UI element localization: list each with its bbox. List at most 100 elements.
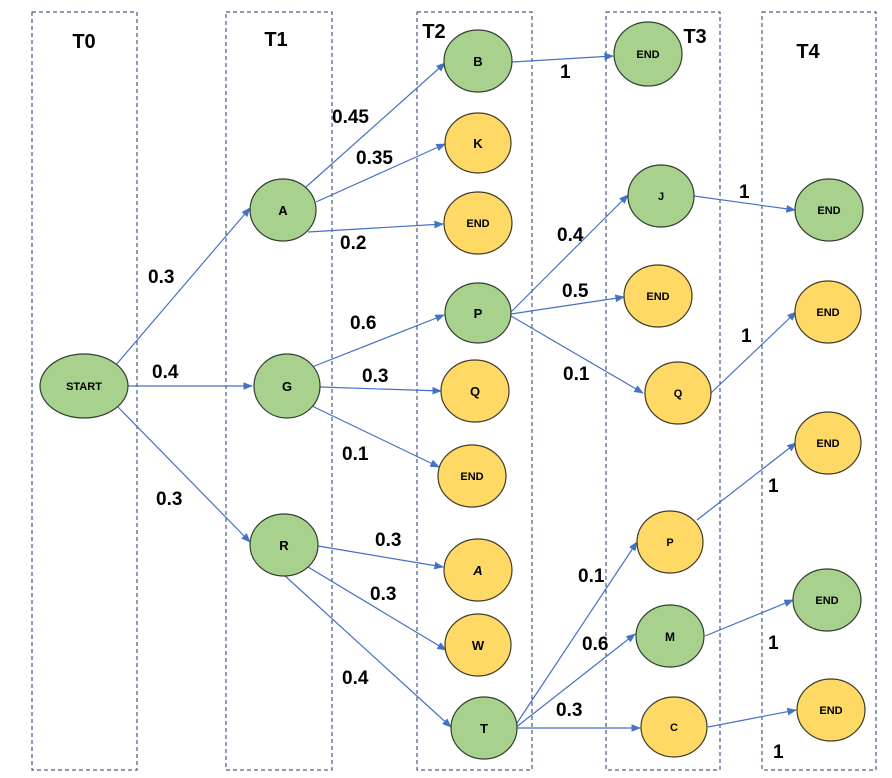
edge-t-to-p (514, 541, 638, 727)
edge-p-to-end (510, 294, 625, 315)
node-label-t3-j: J (658, 191, 664, 203)
column-frame-t4 (761, 11, 877, 771)
node-t3-j[interactable]: J (627, 164, 695, 228)
node-label-t2-w: W (472, 638, 485, 653)
node-label-t1-g: G (282, 379, 292, 394)
edge-label-r-to-t: 0.4 (342, 668, 369, 689)
edge-label-a-to-b: 0.45 (332, 107, 369, 128)
node-t2-end-g[interactable]: END (437, 444, 507, 508)
node-label-t2-end-g: END (460, 471, 483, 483)
node-t2-t[interactable]: T (450, 696, 518, 760)
column-frame-t1 (225, 11, 333, 771)
edge-labels: 0.3 0.4 0.3 0.45 0.35 0.2 0.6 0.3 0.1 0.… (148, 62, 784, 763)
edge-r-to-w (307, 566, 447, 651)
node-t1-r[interactable]: R (249, 513, 319, 577)
edge-label-start-to-a: 0.3 (148, 267, 174, 288)
node-label-t3-p: P (666, 537, 673, 549)
edge-label-start-to-g: 0.4 (152, 362, 179, 383)
edges (114, 52, 797, 732)
node-label-t2-q: Q (470, 384, 480, 399)
node-t4-end-p[interactable]: END (794, 411, 862, 475)
column-label-t4: T4 (796, 41, 820, 63)
column-frames (31, 11, 877, 771)
edge-p3-to-end (696, 442, 797, 521)
node-t3-m[interactable]: M (635, 604, 705, 668)
node-t3-end-b[interactable]: END (613, 21, 683, 87)
edge-label-r-to-a: 0.3 (375, 530, 401, 551)
edge-p-to-j (510, 194, 629, 313)
node-label-start: START (66, 381, 102, 393)
column-label-t0: T0 (72, 31, 95, 53)
column-frame-t3 (605, 11, 721, 771)
edge-label-t-to-p: 0.1 (578, 566, 605, 587)
node-t4-end-j[interactable]: END (794, 178, 864, 242)
node-t3-q[interactable]: Q (644, 361, 712, 425)
node-t3-end-p[interactable]: END (623, 264, 693, 328)
node-t4-end-c[interactable]: END (796, 678, 866, 742)
node-label-t2-end-a: END (466, 218, 489, 230)
column-frame-t2 (416, 11, 533, 771)
edge-m-to-end (704, 599, 794, 637)
node-label-t4-end-q: END (816, 307, 839, 319)
edge-label-p-to-q: 0.1 (563, 364, 590, 385)
column-label-t3: T3 (683, 26, 706, 48)
node-t2-p[interactable]: P (444, 282, 512, 344)
node-label-t1-r: R (279, 538, 289, 553)
node-label-t3-q: Q (674, 388, 683, 400)
edge-g-to-q (319, 386, 442, 395)
edge-label-j-to-end: 1 (739, 182, 750, 203)
edge-label-t-to-c: 0.3 (556, 700, 582, 721)
node-start[interactable]: START (39, 353, 129, 419)
node-t1-a[interactable]: A (249, 178, 317, 242)
edge-b-to-end (511, 52, 614, 63)
node-label-t4-end-p: END (816, 438, 839, 450)
edge-label-p3-to-end: 1 (768, 476, 779, 497)
edge-c-to-end (707, 707, 797, 728)
edge-q-to-end (710, 311, 797, 394)
edge-label-g-to-q: 0.3 (362, 366, 388, 387)
column-frame-t0 (31, 11, 138, 771)
nodes: START A G R B K END P (39, 21, 866, 760)
node-t2-q[interactable]: Q (440, 359, 510, 423)
edge-label-r-to-w: 0.3 (370, 584, 396, 605)
node-label-t2-b: B (473, 54, 482, 69)
edge-a-to-k (315, 143, 446, 203)
edge-start-to-r (116, 405, 251, 543)
column-label-t1: T1 (264, 29, 287, 51)
edge-r-to-t (283, 574, 452, 728)
edge-label-start-to-r: 0.3 (156, 489, 182, 510)
node-label-t4-end-c: END (819, 705, 842, 717)
node-label-t2-t: T (480, 721, 488, 736)
node-label-t3-m: M (665, 630, 675, 644)
edge-t-to-m (514, 633, 636, 729)
node-t1-g[interactable]: G (253, 353, 321, 419)
edge-label-a-to-k: 0.35 (356, 148, 393, 169)
node-label-t3-end-b: END (636, 49, 659, 61)
column-labels: T0 T1 T2 T3 T4 (72, 21, 820, 63)
edge-label-t-to-m: 0.6 (582, 634, 608, 655)
edge-label-g-to-end: 0.1 (342, 444, 369, 465)
node-t2-k[interactable]: K (444, 112, 512, 174)
edge-label-q-to-end: 1 (741, 326, 752, 347)
edge-label-b-to-end: 1 (560, 62, 571, 83)
edge-a-to-b (305, 62, 446, 188)
node-t2-w[interactable]: W (444, 613, 512, 677)
node-label-t4-end-j: END (817, 205, 840, 217)
node-label-t1-a: A (278, 203, 288, 218)
edge-label-c-to-end: 1 (773, 742, 784, 763)
node-t2-end-a[interactable]: END (443, 191, 513, 255)
node-t3-c[interactable]: C (640, 696, 708, 758)
column-label-t2: T2 (422, 21, 445, 43)
edge-j-to-end (693, 195, 796, 213)
node-t4-end-m[interactable]: END (792, 568, 862, 632)
edge-label-g-to-p: 0.6 (350, 313, 376, 334)
node-t4-end-q[interactable]: END (794, 280, 862, 344)
edge-label-m-to-end: 1 (768, 633, 779, 654)
edge-label-p-to-j: 0.4 (557, 225, 584, 246)
node-t3-p[interactable]: P (636, 510, 704, 574)
node-t2-a[interactable]: A (443, 538, 513, 602)
node-label-t2-p: P (474, 306, 483, 321)
node-t2-b[interactable]: B (443, 29, 513, 93)
edge-a-to-end (307, 220, 444, 233)
